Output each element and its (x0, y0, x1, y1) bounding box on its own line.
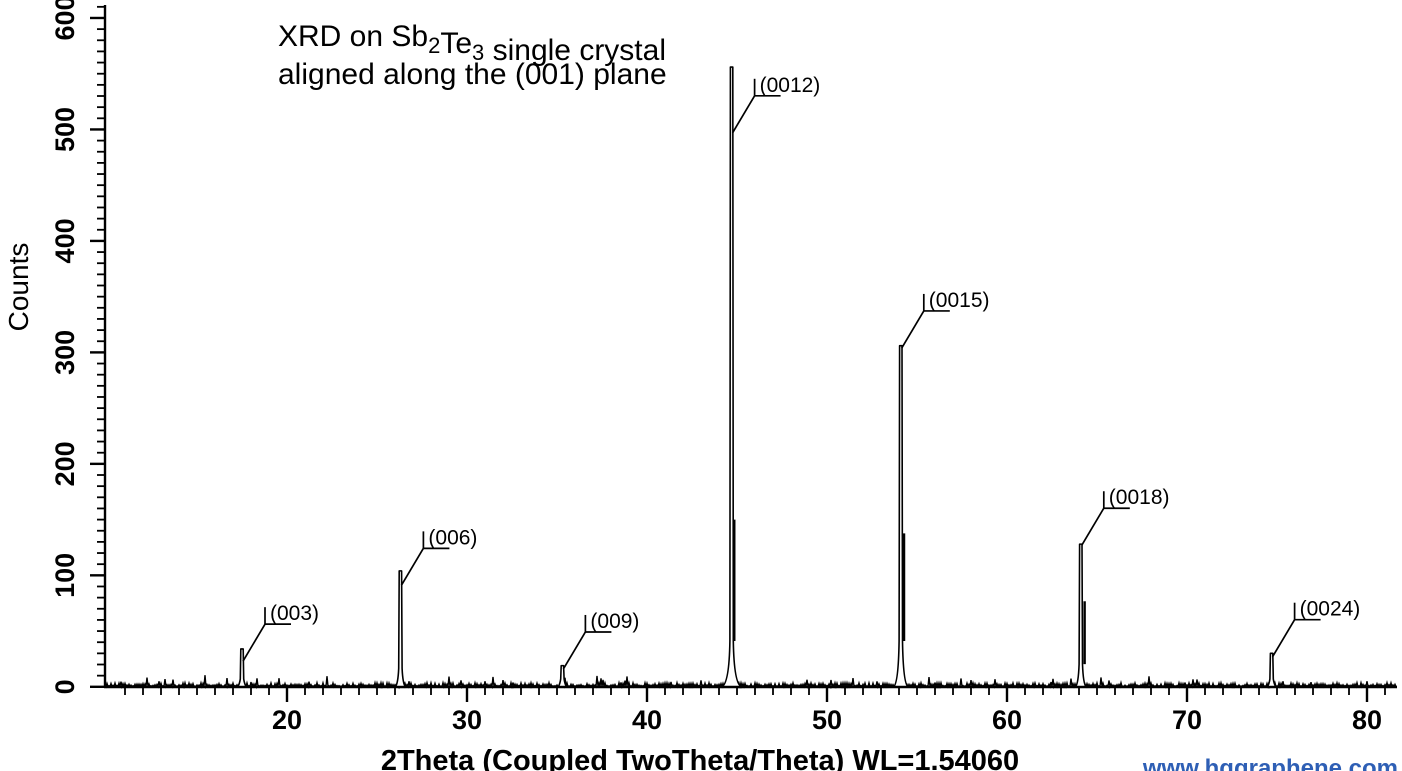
callout-003: (003) (242, 602, 319, 662)
callout-leader (400, 547, 425, 586)
x-tick-label: 60 (992, 705, 1022, 735)
callout-006: (006) (400, 526, 477, 586)
peak-label: (006) (428, 526, 477, 549)
peak-callouts: (003) (006) (009) (0012) (0015) (0018) (0024) (242, 74, 1361, 670)
y-tick-label: 600 (50, 0, 80, 41)
peak-label: (009) (590, 610, 639, 633)
y-tick-label: 300 (50, 330, 80, 375)
subscript: 3 (472, 40, 484, 65)
peak-label: (0015) (929, 289, 990, 312)
x-tick-label: 80 (1352, 705, 1382, 735)
y-tick-label: 0 (50, 679, 80, 694)
peak-003 (236, 648, 248, 688)
y-tick-label: 400 (50, 218, 80, 263)
noise-trace (104, 675, 1397, 690)
callout-leader (1081, 507, 1105, 546)
callout-009: (009) (562, 610, 639, 670)
x-tick-label: 20 (272, 705, 302, 735)
callout-0018: (0018) (1081, 486, 1170, 546)
y-tick-label: 500 (50, 107, 80, 152)
x-tick-label: 50 (812, 705, 842, 735)
peak-0018 (1074, 543, 1087, 688)
peak-label: (0024) (1300, 598, 1361, 621)
y-axis-label: Counts (3, 243, 34, 332)
callout-leader (731, 95, 756, 134)
noise-path (104, 675, 1397, 690)
x-tick-label: 40 (632, 705, 662, 735)
peak-0012 (721, 66, 743, 688)
callout-0024: (0024) (1271, 598, 1361, 658)
callout-0015: (0015) (901, 289, 990, 349)
callout-leader (242, 623, 266, 662)
y-tick-label: 200 (50, 441, 80, 486)
peak-009 (557, 664, 568, 688)
peak-0015 (892, 344, 909, 688)
peak-label: (0012) (760, 74, 821, 97)
peak-0024 (1266, 652, 1277, 688)
callout-0012: (0012) (731, 74, 821, 134)
subscript: 2 (428, 33, 440, 58)
peak-label: (003) (270, 602, 319, 625)
peak-006 (394, 570, 407, 688)
callout-leader (901, 310, 925, 349)
x-tick-label: 70 (1172, 705, 1202, 735)
axes (90, 5, 1397, 702)
callout-leader (562, 631, 587, 670)
peak-label: (0018) (1109, 486, 1170, 509)
chart-title-line1: XRD on Sb2Te3 single crystal (278, 20, 666, 67)
chart-text: XRD on Sb2Te3 single crystal aligned alo… (3, 0, 1398, 771)
y-tick-label: 100 (50, 553, 80, 598)
chart-title-line2: aligned along the (001) plane (278, 58, 667, 91)
callout-leader (1271, 619, 1296, 658)
x-axis-label: 2Theta (Coupled TwoTheta/Theta) WL=1.540… (381, 745, 1019, 771)
diffraction-peaks (236, 66, 1277, 688)
x-tick-label: 30 (452, 705, 482, 735)
watermark-link[interactable]: www.hqgraphene.com (1142, 755, 1398, 771)
